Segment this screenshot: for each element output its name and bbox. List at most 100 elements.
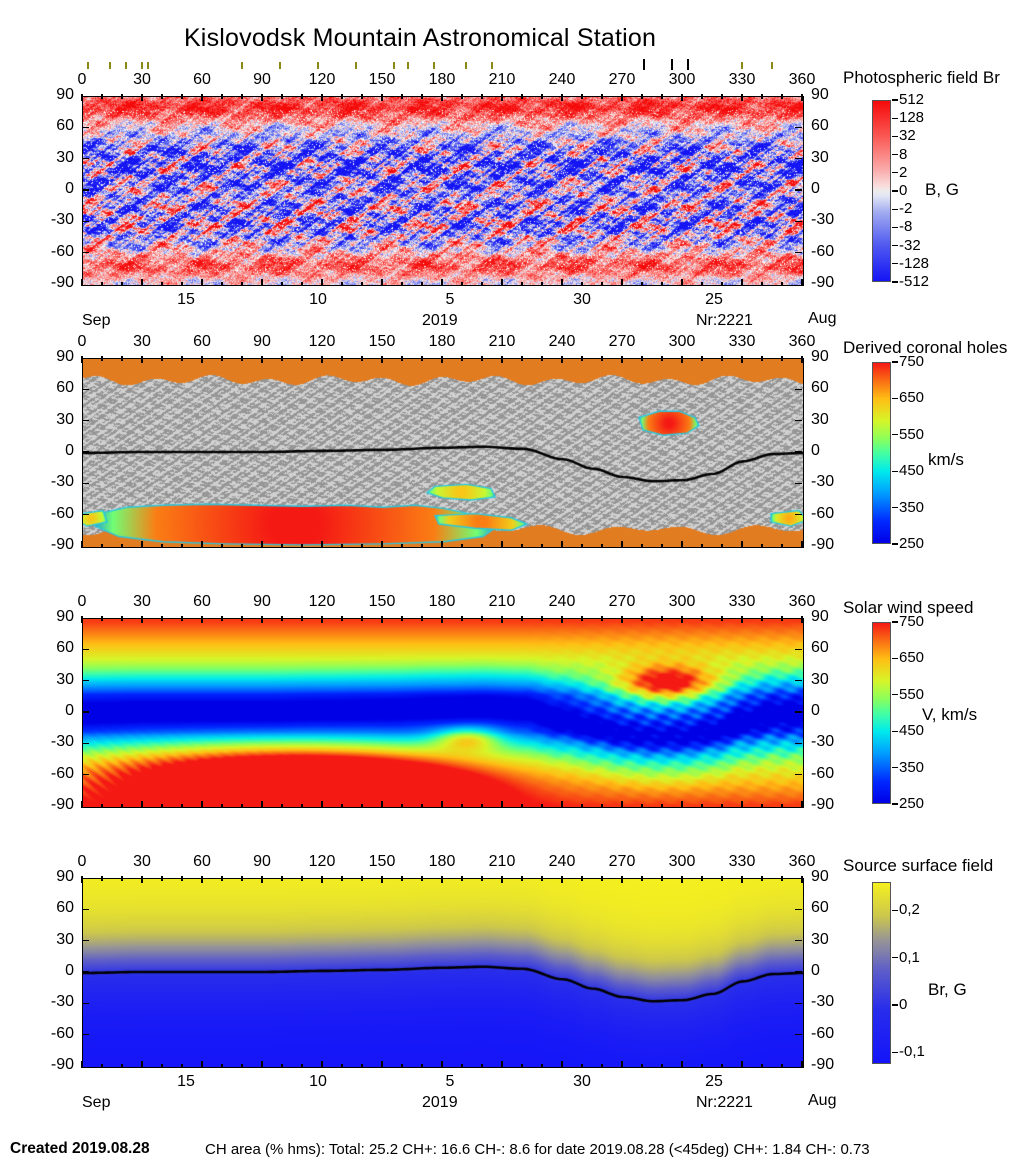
colorbar-tick-label: -2 [899,200,913,218]
axis-tick [681,876,683,883]
axis-tick [521,543,523,548]
axis-tick [795,513,802,516]
axis-tick [621,94,623,101]
axis-tick [261,279,263,286]
axis-tick [81,356,83,363]
colorbar-photospheric-field [872,100,891,282]
axis-tick [281,803,283,808]
axis-tick [761,356,763,361]
axis-tick [321,616,323,623]
axis-tick [421,616,423,621]
axis-tick [601,281,603,286]
longitude-tick-label: 120 [308,593,336,610]
axis-tick [795,451,802,453]
colorbar-title-photospheric-field: Photospheric field Br [843,68,1000,87]
axis-tick [795,220,802,223]
axis-tick [421,356,423,361]
longitude-tick-label: 180 [428,853,456,870]
latitude-tick-label: 0 [811,962,820,979]
axis-tick [601,616,603,621]
colorbar-tick-label: 550 [899,685,925,703]
axis-tick [401,94,403,99]
axis-tick [81,876,83,883]
longitude-tick-label: 330 [728,853,756,870]
colorbar-tick [892,543,898,545]
latitude-tick-label: -90 [811,796,835,813]
latitude-tick-label: -60 [811,764,835,782]
axis-tick [795,939,802,942]
axis-tick [601,543,603,548]
axis-tick [781,543,783,548]
colorbar-tick [892,190,898,192]
axis-tick [141,356,143,363]
latitude-tick-label: -60 [50,764,74,782]
axis-tick [141,616,143,623]
axis-tick [81,801,83,808]
axis-tick [221,616,223,621]
date-tick-label: 25 [705,1073,723,1090]
axis-tick [461,356,463,361]
axis-tick [541,281,543,286]
map-image-source-surface-field [83,879,803,1067]
latitude-tick-label: -90 [50,536,74,553]
axis-tick [641,876,643,881]
axis-tick [581,281,583,286]
plot-panel-source-surface-field [82,878,804,1068]
month-label-left: Sep [82,312,111,329]
axis-tick [541,543,543,548]
longitude-tick-label: 150 [368,593,396,610]
colorbar-tick-label: 0 [899,995,908,1013]
axis-tick [721,616,723,621]
axis-tick [82,189,89,191]
axis-tick [541,94,543,99]
colorbar-derived-coronal-holes [872,362,891,544]
axis-tick [701,543,703,548]
event-marker [354,62,358,69]
latitude-tick-label: 0 [65,442,74,459]
axis-tick [401,281,403,286]
longitude-tick-label: 150 [368,71,396,88]
axis-tick [181,94,183,99]
axis-tick [795,908,802,911]
axis-tick [601,876,603,881]
event-marker [432,62,436,69]
longitude-tick-label: 270 [608,593,636,610]
axis-tick [381,1061,383,1068]
longitude-tick-label: 30 [133,593,151,610]
axis-tick [581,94,583,99]
axis-tick [501,801,503,808]
date-tick-label: 15 [177,1073,195,1090]
axis-tick [541,876,543,881]
axis-tick [381,356,383,363]
axis-tick [161,803,163,808]
axis-tick [121,281,123,286]
axis-tick [361,803,363,808]
axis-tick [621,541,623,548]
axis-tick [801,801,803,808]
longitude-tick-label: 0 [77,333,87,350]
axis-tick [441,279,443,286]
axis-tick [241,616,243,621]
axis-tick [641,803,643,808]
axis-tick [661,281,663,286]
plot-panel-derived-coronal-holes [82,358,804,548]
axis-tick [581,616,583,621]
axis-tick [795,126,802,129]
axis-tick [281,94,283,99]
colorbar-tick [892,245,898,247]
axis-tick [641,356,643,361]
axis-tick [641,543,643,548]
longitude-tick-label: 240 [548,71,576,88]
latitude-tick-label: 90 [56,348,74,365]
axis-tick [141,1061,143,1068]
colorbar-tick [892,507,898,509]
axis-tick [621,1061,623,1068]
month-label-left: Sep [82,1094,111,1111]
longitude-tick-label: 90 [253,71,271,88]
latitude-tick-label: -30 [811,993,835,1011]
axis-tick [601,1063,603,1068]
axis-tick [281,1063,283,1068]
axis-tick [101,543,103,548]
longitude-tick-label: 360 [788,853,816,870]
event-marker [406,62,410,69]
